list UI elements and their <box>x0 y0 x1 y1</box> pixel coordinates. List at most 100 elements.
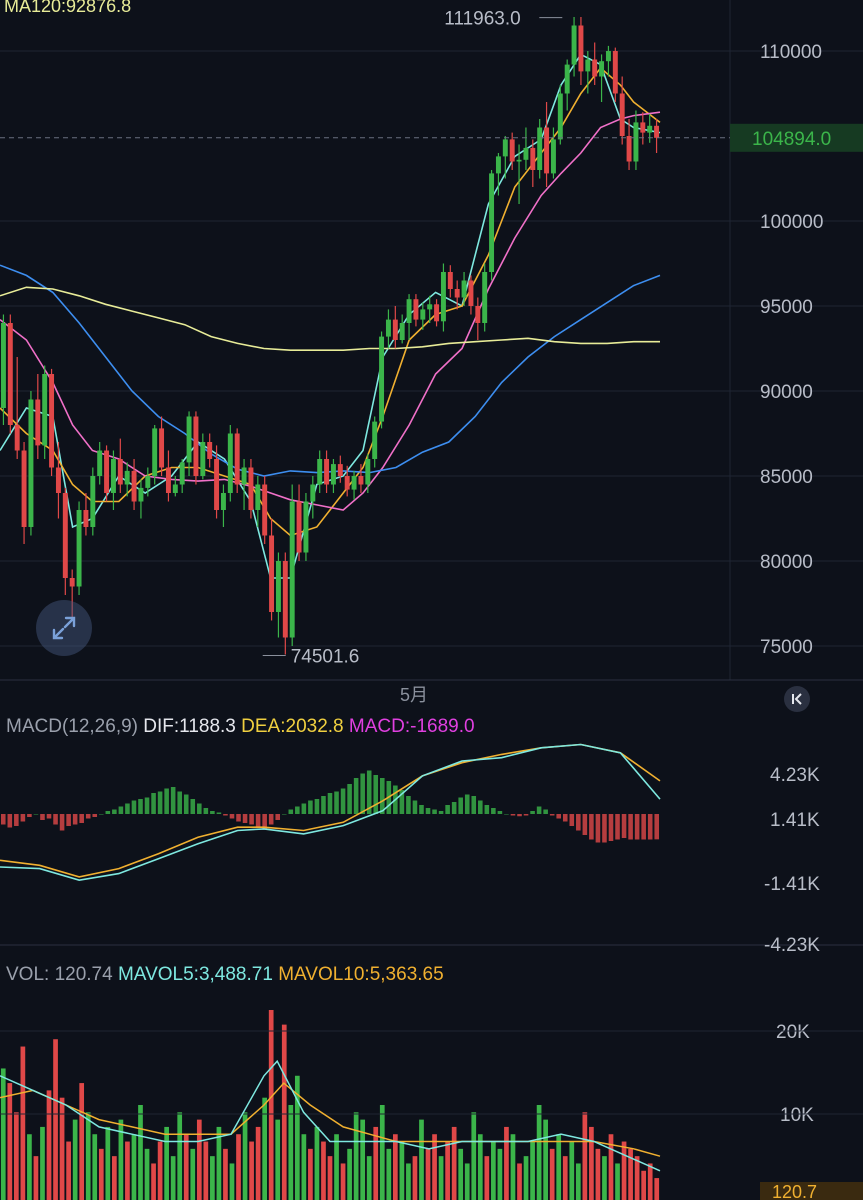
volume-bar <box>595 1148 601 1200</box>
low-price-label: 74501.6 <box>291 646 360 667</box>
macd-histogram-bar <box>412 800 418 814</box>
price-tick-label: 110000 <box>760 42 822 63</box>
macd-histogram-bar <box>608 814 614 841</box>
candle-body <box>578 25 584 72</box>
volume-bar <box>569 1141 575 1200</box>
macd-histogram-bar <box>249 814 254 825</box>
volume-bar <box>164 1126 169 1200</box>
x-tick-label: 5月 <box>400 685 428 705</box>
candle-body <box>83 510 89 527</box>
ma-line-ma120 <box>0 286 660 351</box>
candle-body <box>324 459 330 485</box>
macd-histogram-bar <box>517 814 522 817</box>
candle-body <box>131 470 137 502</box>
volume-bar <box>92 1134 98 1200</box>
macd-histogram-bar <box>72 814 78 825</box>
volume-bar <box>491 1141 496 1200</box>
candle-body <box>461 280 467 298</box>
volume-bar <box>210 1156 215 1200</box>
volume-bar <box>432 1134 437 1200</box>
volume-bar <box>301 1134 307 1200</box>
volume-bar <box>85 1112 91 1200</box>
candle-body <box>110 459 116 493</box>
macd-histogram-bar <box>543 809 548 814</box>
volume-bar <box>510 1134 516 1200</box>
volume-bar <box>582 1112 588 1200</box>
macd-histogram-bar <box>275 814 281 820</box>
macd-histogram-bar <box>20 814 26 822</box>
macd-histogram-bar <box>327 793 333 814</box>
candle-body <box>564 64 570 94</box>
candle-body <box>172 484 178 493</box>
volume-bar <box>641 1170 647 1200</box>
macd-histogram-bar <box>523 814 529 816</box>
candle-body <box>489 173 495 272</box>
ma-line-ma60 <box>0 264 661 477</box>
macd-histogram-bar <box>229 814 235 819</box>
macd-histogram-bar <box>530 811 535 814</box>
candle-body <box>282 561 288 638</box>
macd-histogram-bar <box>40 814 45 820</box>
volume-tick-label: 10K <box>780 1105 814 1126</box>
macd-histogram-bar <box>491 808 496 814</box>
candle-body <box>21 450 27 527</box>
macd-histogram-bar <box>85 814 91 819</box>
candle-body <box>454 289 460 298</box>
candle-body <box>62 493 68 578</box>
volume-bar <box>654 1178 660 1200</box>
macd-histogram-bar <box>288 809 294 814</box>
candle-body <box>372 421 378 459</box>
macd-histogram-bar <box>46 814 52 819</box>
ma-line-ma30 <box>0 111 661 511</box>
price-tick-label: 90000 <box>760 382 813 403</box>
candle-body <box>186 416 192 463</box>
ma120-label: MA120:92876.8 <box>4 0 132 16</box>
macd-histogram-bar <box>360 773 365 814</box>
macd-tick-label: 1.41K <box>770 810 820 831</box>
volume-bar <box>575 1163 581 1200</box>
volume-bar <box>40 1126 45 1200</box>
macd-histogram-bar <box>7 814 13 828</box>
candle-body <box>179 462 185 485</box>
candle-body <box>427 304 433 310</box>
macd-histogram-bar <box>406 796 411 814</box>
macd-histogram-bar <box>615 814 620 840</box>
price-tick-label: 85000 <box>760 467 813 488</box>
candle-body <box>275 561 281 612</box>
volume-bar <box>647 1163 653 1200</box>
candle-body <box>654 125 660 138</box>
candle-body <box>385 319 391 337</box>
macd-histogram-bar <box>223 814 228 816</box>
candle-body <box>619 93 625 136</box>
jump-to-latest-button[interactable] <box>784 686 810 712</box>
candle-body <box>605 51 611 62</box>
macd-histogram-bar <box>621 814 627 838</box>
expand-button[interactable] <box>36 600 92 656</box>
candle-body <box>28 399 34 527</box>
candle-body <box>612 51 618 94</box>
candle-body <box>557 93 563 140</box>
candle-body <box>90 476 96 527</box>
volume-bar <box>59 1097 65 1200</box>
volume-bar <box>229 1163 235 1200</box>
macd-histogram-bar <box>373 775 379 814</box>
candle-body <box>42 374 48 446</box>
volume-bar <box>131 1134 137 1200</box>
candle-body <box>440 272 446 322</box>
macd-histogram-bar <box>183 794 189 814</box>
candle-body <box>310 484 316 502</box>
candle-body <box>97 450 103 476</box>
candle-body <box>104 450 110 493</box>
macd-histogram-bar <box>216 812 222 814</box>
volume-bar <box>242 1112 248 1200</box>
volume-bar <box>504 1126 509 1200</box>
macd-histogram-bar <box>268 814 274 825</box>
volume-current-tag <box>760 1182 863 1200</box>
volume-bar <box>530 1141 535 1200</box>
macd-dea-value: DEA:2032.8 <box>241 716 344 737</box>
candle-body <box>303 501 309 553</box>
price-tick-label: 80000 <box>760 552 813 573</box>
macd-tick-label: -1.41K <box>764 874 820 895</box>
volume-bar <box>634 1156 640 1200</box>
candle-body <box>365 459 371 485</box>
